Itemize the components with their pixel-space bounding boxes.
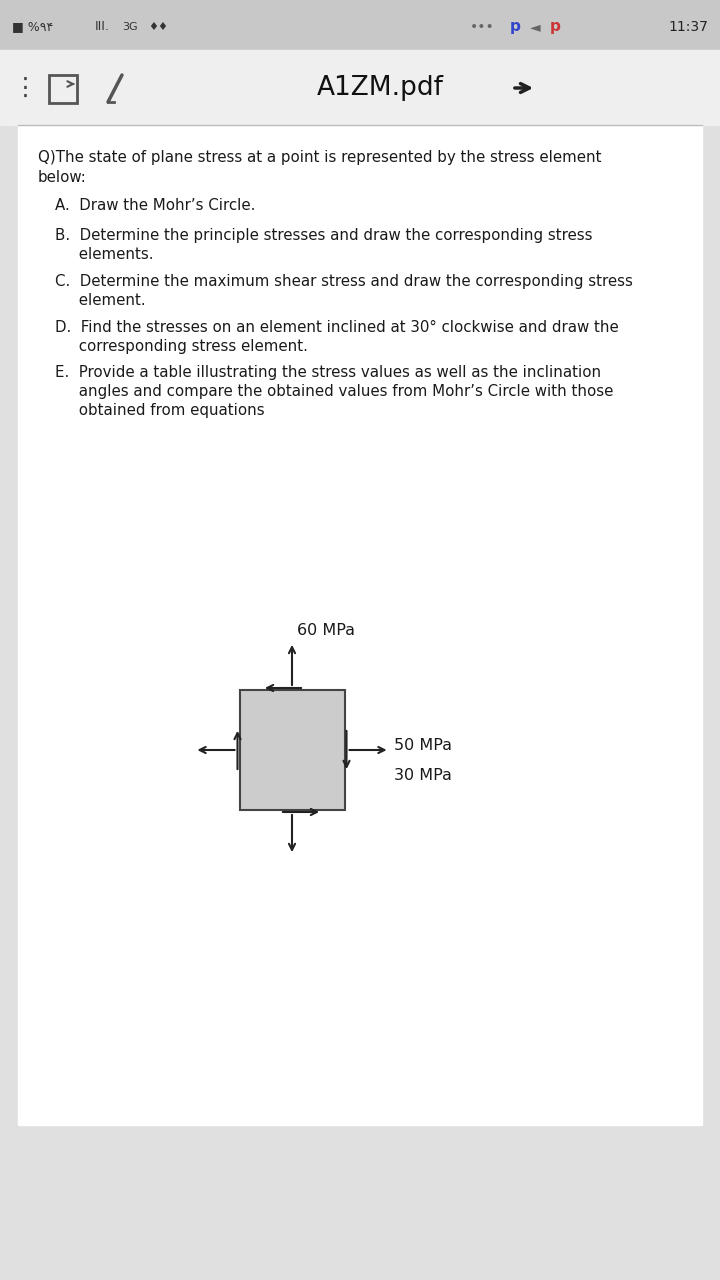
Text: ♦♦: ♦♦ xyxy=(148,22,168,32)
Text: ■ %٩۴: ■ %٩۴ xyxy=(12,20,53,33)
Text: C.  Determine the maximum shear stress and draw the corresponding stress: C. Determine the maximum shear stress an… xyxy=(55,274,633,289)
Text: D.  Find the stresses on an element inclined at 30° clockwise and draw the: D. Find the stresses on an element incli… xyxy=(55,320,618,334)
Text: p: p xyxy=(510,19,521,35)
Bar xyxy=(18,125,702,1125)
Bar xyxy=(0,0,720,50)
Text: elements.: elements. xyxy=(55,247,153,262)
Text: E.  Provide a table illustrating the stress values as well as the inclination: E. Provide a table illustrating the stre… xyxy=(55,365,601,380)
Text: p: p xyxy=(550,19,561,35)
Text: 30 MPa: 30 MPa xyxy=(395,768,452,783)
Text: 50 MPa: 50 MPa xyxy=(395,739,452,754)
Text: ◄: ◄ xyxy=(530,20,541,35)
Text: 11:37: 11:37 xyxy=(668,20,708,35)
Text: A1ZM.pdf: A1ZM.pdf xyxy=(317,76,444,101)
Text: •••: ••• xyxy=(470,20,495,35)
Text: 60 MPa: 60 MPa xyxy=(297,623,355,637)
Text: Q)The state of plane stress at a point is represented by the stress element: Q)The state of plane stress at a point i… xyxy=(38,150,601,165)
Text: A.  Draw the Mohr’s Circle.: A. Draw the Mohr’s Circle. xyxy=(55,198,256,212)
Text: obtained from equations: obtained from equations xyxy=(55,403,265,419)
Text: III.: III. xyxy=(95,20,110,33)
Text: ⋮: ⋮ xyxy=(12,76,37,100)
Text: corresponding stress element.: corresponding stress element. xyxy=(55,339,308,353)
Text: below:: below: xyxy=(38,170,86,186)
Text: angles and compare the obtained values from Mohr’s Circle with those: angles and compare the obtained values f… xyxy=(55,384,613,399)
Text: B.  Determine the principle stresses and draw the corresponding stress: B. Determine the principle stresses and … xyxy=(55,228,593,243)
Bar xyxy=(240,690,344,810)
Text: element.: element. xyxy=(55,293,145,308)
Bar xyxy=(0,50,720,125)
Text: 3G: 3G xyxy=(122,22,138,32)
